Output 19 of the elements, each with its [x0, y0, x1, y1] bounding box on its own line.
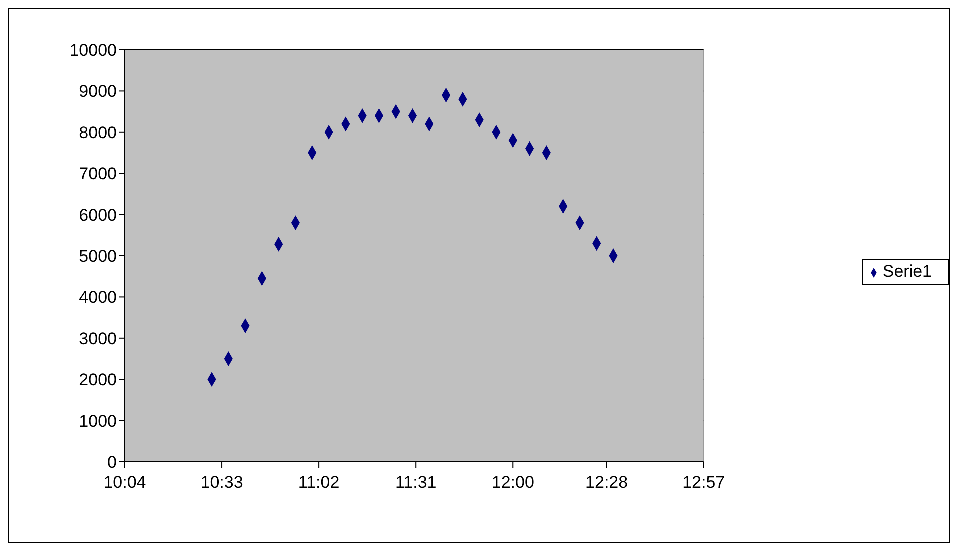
y-tick-label: 2000 — [79, 370, 117, 390]
x-tick-label: 11:02 — [298, 473, 340, 492]
x-tick-label: 12:00 — [492, 473, 534, 492]
y-tick-label: 9000 — [79, 82, 117, 102]
y-tick-label: 1000 — [79, 412, 117, 431]
x-tick-label: 10:04 — [104, 473, 146, 492]
x-tick-label: 12:57 — [682, 473, 726, 492]
y-tick-label: 3000 — [79, 329, 117, 348]
y-tick-label: 6000 — [79, 206, 117, 225]
y-tick-label: 4000 — [79, 288, 117, 308]
x-tick-label: 11:31 — [395, 473, 437, 492]
y-tick-label: 10000 — [70, 41, 117, 60]
y-tick-label: 0 — [108, 453, 117, 472]
y-tick-label: 5000 — [79, 247, 117, 266]
x-tick-label: 12:28 — [586, 473, 628, 492]
legend-label: Serie1 — [882, 262, 932, 281]
y-tick-label: 7000 — [79, 164, 117, 184]
y-tick-label: 8000 — [79, 123, 117, 142]
x-tick-label: 10:33 — [200, 473, 244, 492]
